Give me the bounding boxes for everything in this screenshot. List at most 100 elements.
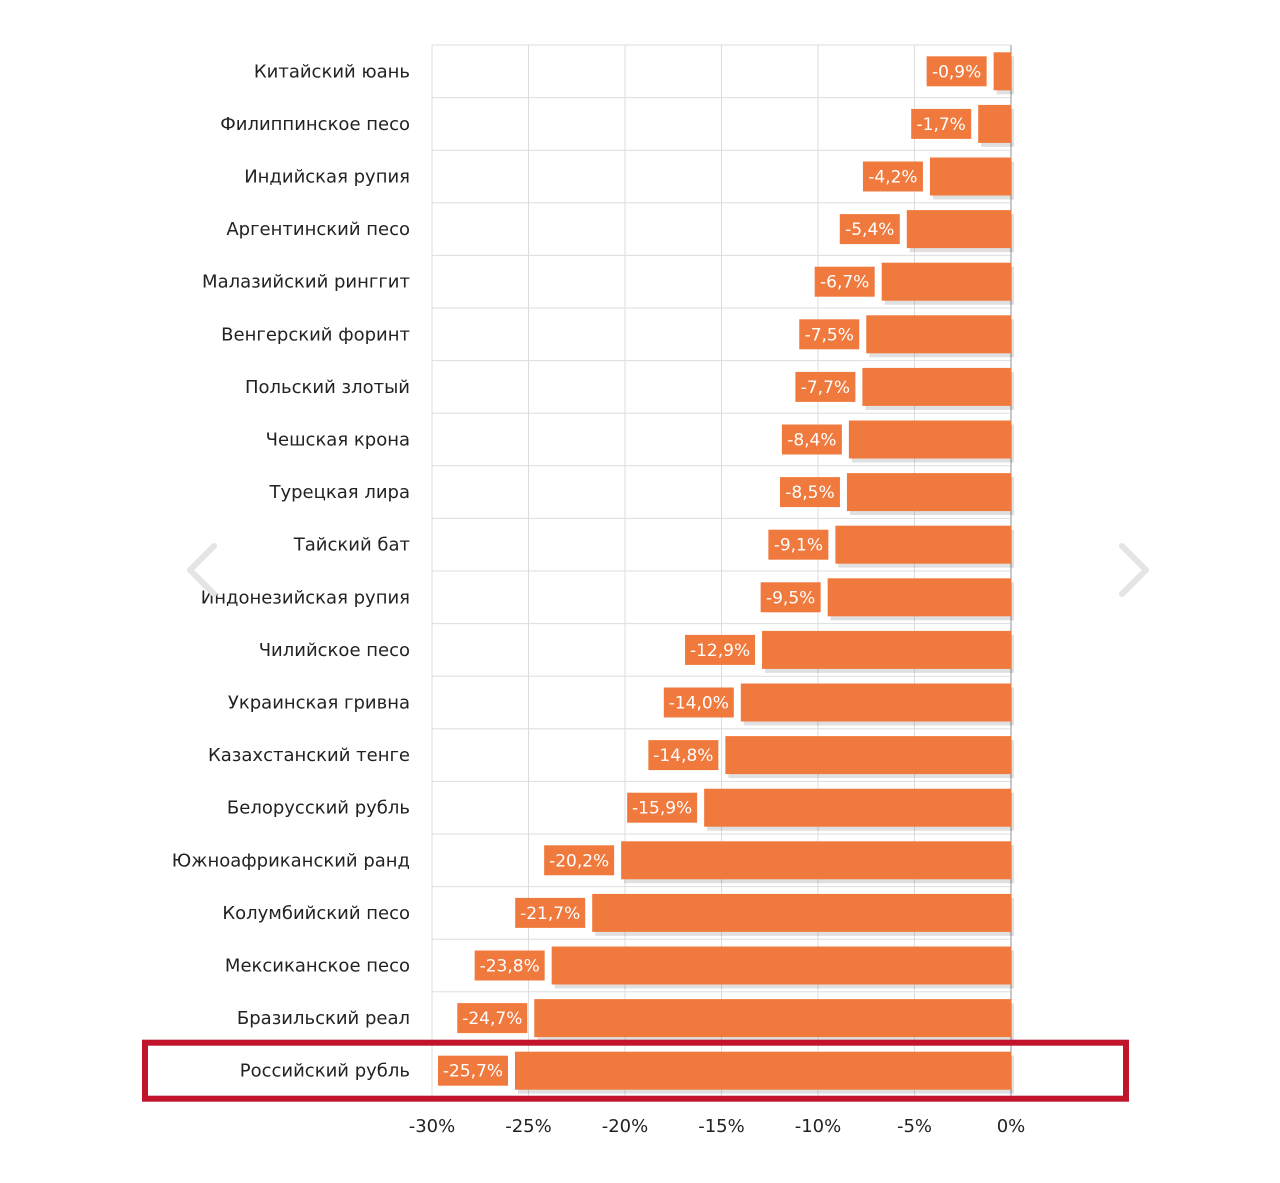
prev-slide-button[interactable] <box>180 540 220 600</box>
data-label: -4,2% <box>868 168 917 188</box>
bar <box>906 210 1011 249</box>
data-label-box <box>685 634 756 665</box>
highlight-box <box>142 1039 1129 1102</box>
data-label: -0,9% <box>932 62 981 82</box>
data-label-box <box>862 161 923 192</box>
bar <box>862 367 1011 406</box>
data-label: -20,2% <box>549 851 609 871</box>
category-label: Мексиканское песо <box>225 956 410 977</box>
bar <box>704 788 1011 827</box>
data-label: -25,7% <box>443 1062 503 1082</box>
bar <box>514 1051 1011 1090</box>
category-label: Филиппинское песо <box>220 114 410 135</box>
bar <box>993 52 1011 91</box>
data-label: -21,7% <box>520 904 580 924</box>
bar <box>551 946 1011 985</box>
category-label: Польский злотый <box>245 377 410 398</box>
data-labels: -0,9% -1,7% -4,2% -5,4% -6,7% -7,5% -7,7% -8,4%… <box>437 56 987 1086</box>
data-label: -1,7% <box>917 115 966 135</box>
bar <box>621 841 1011 880</box>
data-label-box <box>648 740 719 771</box>
category-label: Чилийское песо <box>259 640 410 661</box>
category-label: Белорусский рубль <box>227 798 410 819</box>
bar <box>534 999 1011 1038</box>
category-label: Казахстанский тенге <box>208 745 410 766</box>
x-axis-tick-labels: -30% -25% -20% -15% -10% -5% 0% <box>409 1116 1026 1137</box>
category-labels: Китайский юань Филиппинское песо Индийская… <box>172 61 410 1081</box>
data-label-box <box>781 424 842 455</box>
data-label: -9,5% <box>766 588 815 608</box>
bar <box>846 473 1011 512</box>
bar <box>592 893 1011 932</box>
data-label: -7,7% <box>801 378 850 398</box>
data-label: -14,0% <box>669 694 729 714</box>
bar <box>848 420 1011 459</box>
category-label: Индонезийская рупия <box>201 587 410 608</box>
data-label-box <box>799 319 860 350</box>
data-label-box <box>515 897 586 928</box>
data-label-box <box>768 529 829 560</box>
category-label: Украинская гривна <box>228 693 410 714</box>
data-label-box <box>839 214 900 245</box>
bar <box>835 525 1011 564</box>
category-label: Венгерский форинт <box>221 324 410 345</box>
category-label: Индийская рупия <box>244 167 410 188</box>
bar <box>725 736 1011 775</box>
x-tick-label: -5% <box>897 1116 932 1137</box>
x-tick-label: -25% <box>505 1116 552 1137</box>
category-label: Российский рубль <box>240 1061 410 1082</box>
data-label: -9,1% <box>774 536 823 556</box>
x-tick-label: -15% <box>698 1116 745 1137</box>
category-label: Турецкая лира <box>268 482 410 503</box>
data-label-box <box>474 950 545 981</box>
data-label-box <box>457 1003 528 1034</box>
data-label: -7,5% <box>805 325 854 345</box>
data-label-box <box>663 687 734 718</box>
data-label-box <box>544 845 615 876</box>
highlight-box-russian-ruble <box>142 1039 1129 1102</box>
category-label: Китайский юань <box>254 61 410 82</box>
data-label-box <box>795 371 856 402</box>
category-label: Колумбийский песо <box>222 903 410 924</box>
gridlines <box>431 44 1012 1098</box>
x-tick-label: 0% <box>997 1116 1026 1137</box>
bar <box>866 315 1011 354</box>
data-label: -5,4% <box>845 220 894 240</box>
category-label: Южноафриканский ранд <box>172 850 410 871</box>
category-label: Малазийский ринггит <box>202 272 410 293</box>
data-label-box <box>911 108 972 139</box>
data-label-box <box>926 56 987 87</box>
bar <box>762 630 1011 669</box>
bar <box>881 262 1011 301</box>
bar <box>740 683 1011 722</box>
category-label: Бразильский реал <box>237 1008 410 1029</box>
bar <box>827 578 1011 617</box>
x-tick-label: -20% <box>602 1116 649 1137</box>
chevron-left-icon <box>187 543 217 597</box>
data-label: -14,8% <box>653 746 713 766</box>
data-label: -6,7% <box>820 273 869 293</box>
data-label-box <box>814 266 875 297</box>
data-label: -23,8% <box>480 957 540 977</box>
x-tick-label: -30% <box>409 1116 456 1137</box>
bar <box>929 157 1011 196</box>
category-label: Тайский бат <box>293 535 410 556</box>
x-tick-label: -10% <box>795 1116 842 1137</box>
bars <box>514 52 1014 1094</box>
data-label-box <box>760 582 821 613</box>
data-label: -15,9% <box>632 799 692 819</box>
chevron-right-icon <box>1119 543 1149 597</box>
category-label: Аргентинский песо <box>226 219 410 240</box>
bar <box>978 104 1011 143</box>
data-label: -8,5% <box>785 483 834 503</box>
data-label-box <box>627 792 698 823</box>
category-label: Чешская крона <box>266 430 410 451</box>
data-label: -8,4% <box>787 431 836 451</box>
data-label-box <box>779 477 840 508</box>
next-slide-button[interactable] <box>1116 540 1156 600</box>
data-label: -24,7% <box>462 1009 522 1029</box>
data-label-box <box>437 1055 508 1086</box>
data-label: -12,9% <box>690 641 750 661</box>
